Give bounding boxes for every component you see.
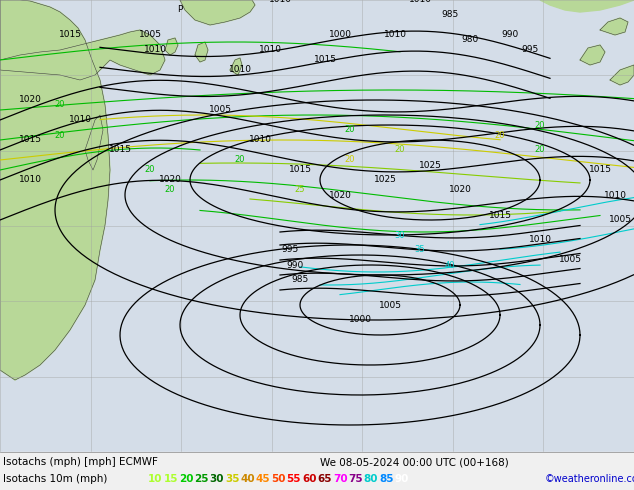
Text: 25: 25 bbox=[295, 186, 305, 195]
Text: 60: 60 bbox=[302, 474, 316, 484]
Text: 1015: 1015 bbox=[18, 136, 41, 145]
Text: 65: 65 bbox=[318, 474, 332, 484]
Text: 1015: 1015 bbox=[489, 211, 512, 220]
Text: 980: 980 bbox=[462, 35, 479, 45]
Text: 1010: 1010 bbox=[228, 66, 252, 74]
Polygon shape bbox=[540, 0, 634, 12]
Text: 990: 990 bbox=[287, 261, 304, 270]
Text: 1005: 1005 bbox=[559, 255, 581, 265]
Text: 1025: 1025 bbox=[373, 175, 396, 185]
Text: 1015: 1015 bbox=[58, 30, 82, 40]
Text: 50: 50 bbox=[271, 474, 286, 484]
Text: 1025: 1025 bbox=[418, 161, 441, 170]
Text: 1010: 1010 bbox=[604, 191, 626, 199]
Text: 75: 75 bbox=[348, 474, 363, 484]
Text: 30: 30 bbox=[210, 474, 224, 484]
Text: 20: 20 bbox=[179, 474, 193, 484]
Text: Isotachs 10m (mph): Isotachs 10m (mph) bbox=[3, 474, 107, 484]
Polygon shape bbox=[0, 0, 165, 80]
Text: 20: 20 bbox=[55, 100, 65, 109]
Polygon shape bbox=[580, 45, 605, 65]
Polygon shape bbox=[195, 42, 208, 62]
Polygon shape bbox=[600, 18, 628, 35]
Text: 1010: 1010 bbox=[529, 236, 552, 245]
Text: 995: 995 bbox=[521, 46, 539, 54]
Text: ©weatheronline.co.uk: ©weatheronline.co.uk bbox=[545, 474, 634, 484]
Text: 1010: 1010 bbox=[68, 116, 91, 124]
Text: 1010: 1010 bbox=[259, 46, 281, 54]
Bar bbox=[0, 452, 634, 490]
Polygon shape bbox=[0, 0, 110, 380]
Polygon shape bbox=[180, 0, 255, 25]
Text: 55: 55 bbox=[287, 474, 301, 484]
Text: 40: 40 bbox=[240, 474, 255, 484]
Text: 85: 85 bbox=[379, 474, 394, 484]
Text: 40: 40 bbox=[444, 261, 455, 270]
Text: Isotachs (mph) [mph] ECMWF: Isotachs (mph) [mph] ECMWF bbox=[3, 457, 158, 467]
Text: 1015: 1015 bbox=[108, 146, 131, 154]
Text: 1015: 1015 bbox=[313, 55, 337, 65]
Text: 1000: 1000 bbox=[349, 316, 372, 324]
Polygon shape bbox=[165, 38, 178, 55]
Text: 1005: 1005 bbox=[209, 105, 231, 115]
Text: 1010: 1010 bbox=[408, 0, 432, 4]
Text: 1015: 1015 bbox=[288, 166, 311, 174]
Text: 1010: 1010 bbox=[249, 136, 271, 145]
Text: 25: 25 bbox=[194, 474, 209, 484]
Text: 985: 985 bbox=[441, 10, 458, 20]
Text: 20: 20 bbox=[55, 130, 65, 140]
Text: 1010: 1010 bbox=[269, 0, 292, 4]
Text: 1010: 1010 bbox=[143, 46, 167, 54]
Text: 1010: 1010 bbox=[18, 175, 41, 185]
Text: 1005: 1005 bbox=[609, 216, 631, 224]
Text: 20: 20 bbox=[534, 146, 545, 154]
Text: 20: 20 bbox=[395, 146, 405, 154]
Text: 1020: 1020 bbox=[328, 191, 351, 199]
Text: 1015: 1015 bbox=[588, 166, 612, 174]
Text: We 08-05-2024 00:00 UTC (00+168): We 08-05-2024 00:00 UTC (00+168) bbox=[320, 457, 508, 467]
Text: 20: 20 bbox=[235, 155, 245, 165]
Text: 20: 20 bbox=[534, 121, 545, 129]
Text: 45: 45 bbox=[256, 474, 271, 484]
Text: 1000: 1000 bbox=[328, 30, 351, 40]
Text: 20: 20 bbox=[145, 166, 155, 174]
Text: 1010: 1010 bbox=[384, 30, 406, 40]
Text: 15: 15 bbox=[164, 474, 178, 484]
Text: 35: 35 bbox=[225, 474, 240, 484]
Text: 1005: 1005 bbox=[378, 300, 401, 310]
Text: 80: 80 bbox=[364, 474, 378, 484]
Text: 1005: 1005 bbox=[138, 30, 162, 40]
Text: 70: 70 bbox=[333, 474, 347, 484]
Text: 35: 35 bbox=[415, 245, 425, 254]
Polygon shape bbox=[85, 115, 103, 170]
Text: P: P bbox=[178, 5, 183, 15]
Text: 1020: 1020 bbox=[18, 96, 41, 104]
Text: 20: 20 bbox=[495, 130, 505, 140]
Text: 985: 985 bbox=[292, 275, 309, 285]
Text: 10: 10 bbox=[148, 474, 162, 484]
Text: 20: 20 bbox=[345, 125, 355, 134]
Text: 30: 30 bbox=[395, 230, 405, 240]
Text: 1020: 1020 bbox=[158, 175, 181, 185]
Text: 20: 20 bbox=[165, 186, 175, 195]
Polygon shape bbox=[230, 58, 242, 75]
Polygon shape bbox=[610, 65, 634, 85]
Text: 20: 20 bbox=[345, 155, 355, 165]
Text: 990: 990 bbox=[501, 30, 519, 40]
Text: 90: 90 bbox=[394, 474, 409, 484]
Text: 995: 995 bbox=[281, 245, 299, 254]
Text: 1020: 1020 bbox=[449, 186, 472, 195]
